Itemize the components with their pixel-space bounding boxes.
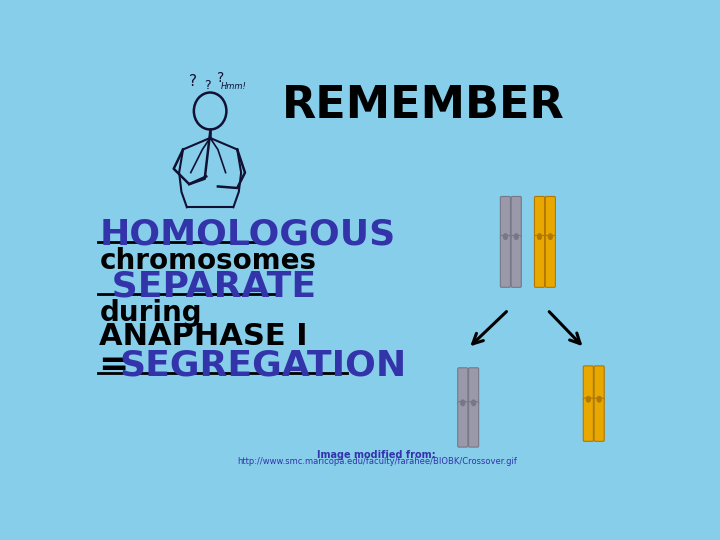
Ellipse shape <box>596 396 602 403</box>
FancyBboxPatch shape <box>534 235 544 287</box>
Text: ?: ? <box>189 74 197 89</box>
Ellipse shape <box>513 233 519 240</box>
Text: =: = <box>99 348 143 382</box>
Text: chromosomes: chromosomes <box>99 247 316 274</box>
FancyBboxPatch shape <box>500 197 510 238</box>
Text: Hmm!: Hmm! <box>220 82 246 91</box>
Text: REMEMBER: REMEMBER <box>282 84 564 127</box>
Ellipse shape <box>503 233 508 240</box>
Ellipse shape <box>460 400 466 406</box>
FancyBboxPatch shape <box>583 398 593 441</box>
FancyBboxPatch shape <box>594 366 604 400</box>
Text: SEPARATE: SEPARATE <box>99 269 316 303</box>
FancyBboxPatch shape <box>545 235 555 287</box>
FancyBboxPatch shape <box>511 235 521 287</box>
FancyBboxPatch shape <box>545 197 555 238</box>
Ellipse shape <box>585 396 591 403</box>
Text: SEGREGATION: SEGREGATION <box>120 348 407 382</box>
Text: ?: ? <box>204 79 210 92</box>
Text: HOMOLOGOUS: HOMOLOGOUS <box>99 217 395 251</box>
Text: Image modified from:: Image modified from: <box>318 450 436 460</box>
FancyBboxPatch shape <box>594 398 604 441</box>
Text: during: during <box>99 299 202 327</box>
FancyBboxPatch shape <box>511 197 521 238</box>
Text: ?: ? <box>217 71 224 85</box>
FancyBboxPatch shape <box>469 402 479 447</box>
FancyBboxPatch shape <box>458 402 468 447</box>
FancyBboxPatch shape <box>500 235 510 287</box>
Ellipse shape <box>548 233 553 240</box>
Ellipse shape <box>471 400 477 406</box>
Ellipse shape <box>537 233 542 240</box>
FancyBboxPatch shape <box>534 197 544 238</box>
FancyBboxPatch shape <box>583 366 593 400</box>
FancyBboxPatch shape <box>469 368 479 404</box>
Text: http://www.smc.maricopa.edu/faculty/farahee/BIOBK/Crossover.gif: http://www.smc.maricopa.edu/faculty/fara… <box>237 457 517 467</box>
FancyBboxPatch shape <box>458 368 468 404</box>
Text: ANAPHASE I: ANAPHASE I <box>99 322 308 351</box>
